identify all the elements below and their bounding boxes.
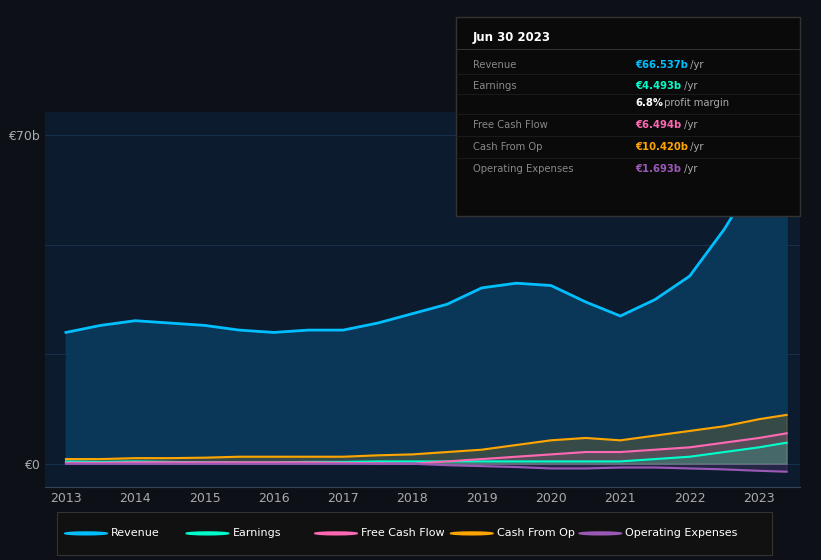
- Text: €4.493b: €4.493b: [635, 81, 681, 91]
- Text: Jun 30 2023: Jun 30 2023: [473, 31, 551, 44]
- Circle shape: [314, 532, 357, 535]
- Text: /yr: /yr: [687, 59, 704, 69]
- Text: /yr: /yr: [681, 81, 697, 91]
- Text: Free Cash Flow: Free Cash Flow: [473, 120, 548, 130]
- Text: €66.537b: €66.537b: [635, 59, 688, 69]
- Circle shape: [186, 532, 229, 535]
- Text: Earnings: Earnings: [232, 529, 281, 538]
- FancyBboxPatch shape: [57, 512, 772, 555]
- FancyBboxPatch shape: [456, 17, 800, 216]
- Text: Earnings: Earnings: [473, 81, 516, 91]
- Text: €10.420b: €10.420b: [635, 142, 688, 152]
- Circle shape: [65, 532, 108, 535]
- Text: Operating Expenses: Operating Expenses: [473, 164, 573, 174]
- Text: /yr: /yr: [681, 164, 697, 174]
- Text: /yr: /yr: [687, 142, 704, 152]
- Text: 6.8%: 6.8%: [635, 98, 663, 108]
- Text: profit margin: profit margin: [661, 98, 729, 108]
- Text: Cash From Op: Cash From Op: [497, 529, 575, 538]
- Text: €1.693b: €1.693b: [635, 164, 681, 174]
- Text: Revenue: Revenue: [473, 59, 516, 69]
- Circle shape: [450, 532, 493, 535]
- Text: €6.494b: €6.494b: [635, 120, 681, 130]
- Text: Revenue: Revenue: [111, 529, 160, 538]
- Text: Operating Expenses: Operating Expenses: [626, 529, 738, 538]
- Circle shape: [579, 532, 621, 535]
- Text: /yr: /yr: [681, 120, 697, 130]
- Text: Cash From Op: Cash From Op: [473, 142, 543, 152]
- Text: Free Cash Flow: Free Cash Flow: [361, 529, 445, 538]
